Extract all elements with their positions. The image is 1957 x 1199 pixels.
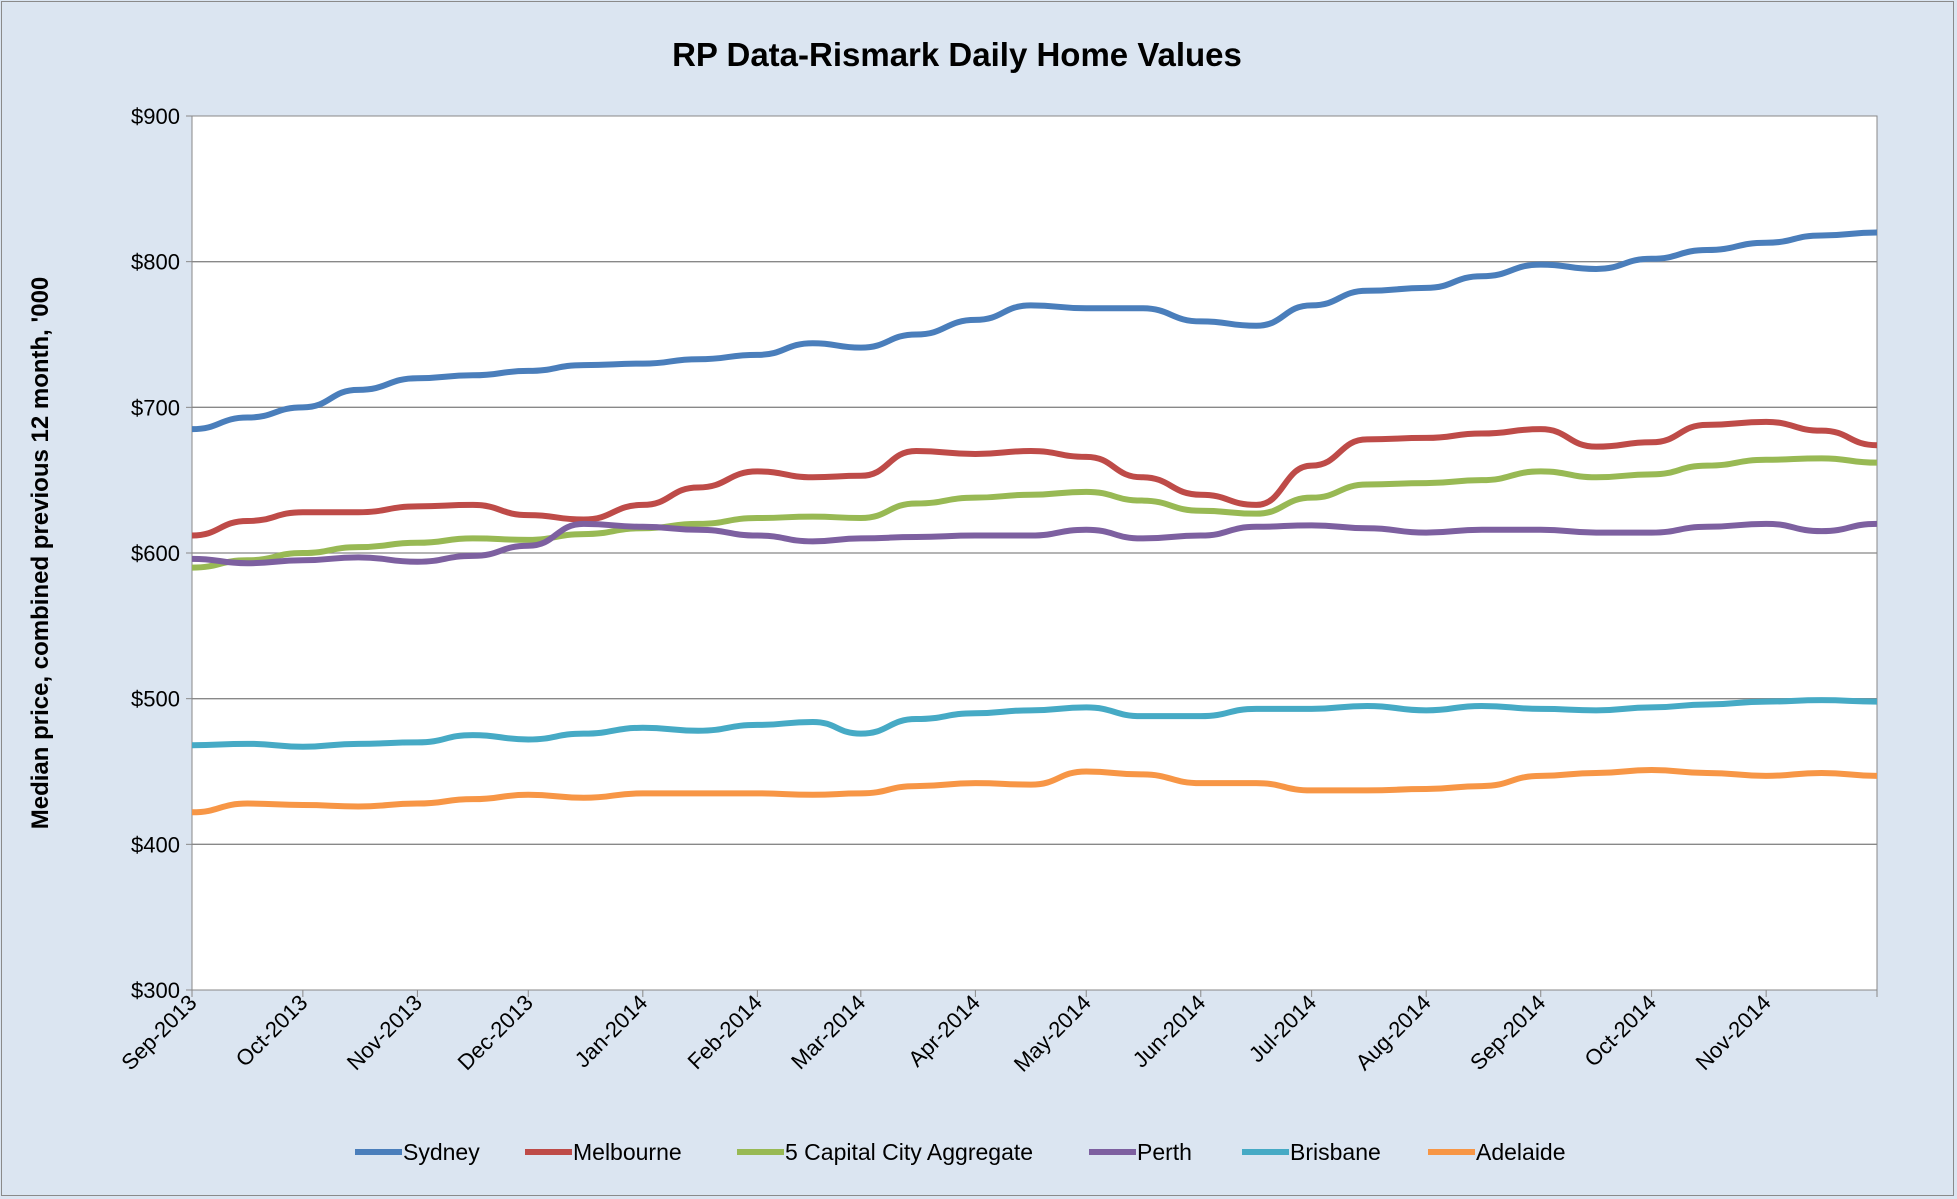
y-tick-label: $600 bbox=[131, 541, 180, 566]
legend-label: 5 Capital City Aggregate bbox=[785, 1139, 1033, 1165]
y-tick-label: $800 bbox=[131, 250, 180, 275]
x-tick-label: Dec-2013 bbox=[453, 990, 538, 1075]
chart-title: RP Data-Rismark Daily Home Values bbox=[672, 36, 1242, 73]
y-tick-label: $400 bbox=[131, 832, 180, 857]
x-tick-label: Aug-2014 bbox=[1351, 990, 1436, 1075]
series-line-sydney bbox=[191, 229, 1878, 433]
x-tick-label: Mar-2014 bbox=[786, 990, 870, 1074]
series-line-adelaide bbox=[191, 767, 1878, 816]
x-tick-label: Oct-2014 bbox=[1579, 990, 1661, 1072]
series-line-melbourne bbox=[191, 418, 1878, 539]
legend-label: Adelaide bbox=[1476, 1139, 1566, 1165]
x-tick-label: Sep-2014 bbox=[1465, 990, 1550, 1075]
x-tick-label: May-2014 bbox=[1009, 990, 1096, 1077]
legend-label: Sydney bbox=[403, 1139, 480, 1165]
legend-label: Perth bbox=[1137, 1139, 1192, 1165]
x-tick-label: Apr-2014 bbox=[903, 990, 985, 1072]
series-line-brisbane bbox=[191, 697, 1878, 750]
y-tick-label: $700 bbox=[131, 395, 180, 420]
x-tick-label: Jan-2014 bbox=[570, 990, 653, 1073]
series-line-5-capital-city-aggregate bbox=[191, 455, 1878, 571]
y-axis-label: Median price, combined previous 12 month… bbox=[27, 277, 54, 830]
series-line-perth bbox=[191, 520, 1878, 567]
x-tick-label: Nov-2014 bbox=[1691, 990, 1776, 1075]
x-tick-label: Nov-2013 bbox=[342, 990, 427, 1075]
x-tick-label: Jun-2014 bbox=[1128, 990, 1211, 1073]
x-tick-label: Jul-2014 bbox=[1244, 990, 1321, 1067]
y-tick-label: $300 bbox=[131, 978, 180, 1003]
y-tick-label: $500 bbox=[131, 687, 180, 712]
y-tick-label: $900 bbox=[131, 104, 180, 129]
x-tick-label: Feb-2014 bbox=[683, 990, 767, 1074]
legend-label: Brisbane bbox=[1290, 1139, 1381, 1165]
legend-label: Melbourne bbox=[573, 1139, 682, 1165]
x-tick-label: Oct-2013 bbox=[231, 990, 313, 1072]
